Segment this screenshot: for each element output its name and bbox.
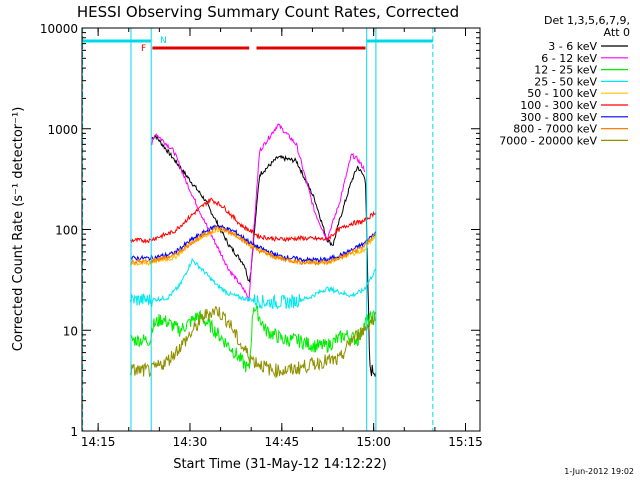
y-tick-label-2: 100 [55, 224, 78, 238]
y-tick-label-1: 10 [63, 324, 78, 338]
y-tick-label-3: 1000 [47, 123, 78, 137]
series-line-0 [151, 134, 377, 377]
y-axis-label: Corrected Count Rate (s⁻¹ detector⁻¹) [11, 107, 26, 352]
x-tick-label-3: 15:00 [356, 435, 391, 449]
legend-header-line-2: Att 0 [604, 26, 630, 39]
x-tick-label-1: 14:30 [173, 435, 208, 449]
legend-label-6: 300 - 800 keV [520, 111, 597, 124]
x-tick-label-0: 14:15 [81, 435, 116, 449]
legend-label-1: 6 - 12 keV [541, 52, 597, 65]
series-line-2 [130, 304, 377, 373]
y-tick-label-4: 10000 [40, 22, 78, 36]
series-line-7 [130, 225, 376, 266]
axis-layer: 14:15 14:30 14:45 15:00 15:15 1 10 100 1000 10000 [40, 22, 483, 449]
series-layer [129, 123, 377, 379]
legend-label-4: 50 - 100 keV [527, 87, 597, 100]
flag-label-N: N [160, 36, 167, 46]
series-line-1 [151, 123, 366, 302]
legend-label-0: 3 - 6 keV [548, 40, 597, 53]
legend-label-3: 25 - 50 keV [534, 75, 597, 88]
series-line-5 [129, 197, 377, 244]
flag-label-F: F [141, 44, 146, 54]
series-line-6 [130, 224, 377, 264]
flags-layer: FN [82, 28, 434, 431]
footer-date: 1-Jun-2012 19:02 [564, 467, 634, 476]
legend-label-7: 800 - 7000 keV [513, 123, 597, 136]
x-tick-label-4: 15:15 [448, 435, 483, 449]
chart-title: HESSI Observing Summary Count Rates, Cor… [77, 3, 459, 21]
legend-label-8: 7000 - 20000 keV [499, 134, 597, 147]
series-line-8 [129, 306, 377, 379]
legend-label-2: 12 - 25 keV [534, 64, 597, 77]
series-line-3 [129, 257, 377, 310]
x-tick-label-2: 14:45 [265, 435, 300, 449]
plot-frame [81, 27, 481, 432]
legend-header-line-1: Det 1,3,5,6,7,9, [544, 14, 630, 27]
y-tick-label-0: 1 [70, 425, 78, 439]
legend-label-5: 100 - 300 keV [520, 99, 597, 112]
x-axis-label: Start Time (31-May-12 14:12:22) [173, 457, 387, 472]
